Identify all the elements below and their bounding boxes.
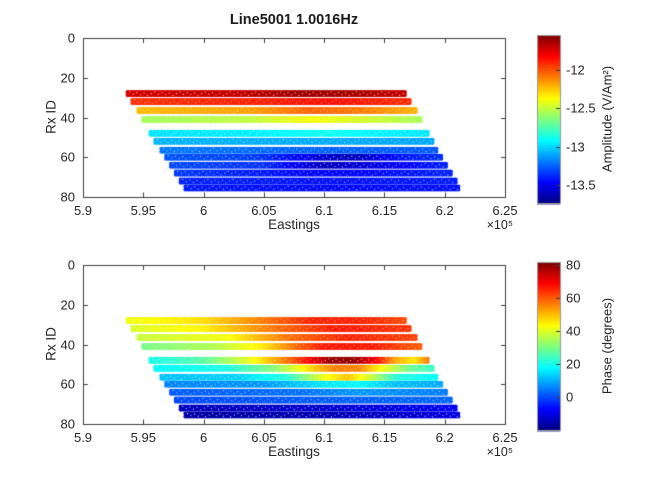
y-tick-label: 0 bbox=[67, 30, 75, 46]
y-tick-label: 60 bbox=[60, 149, 75, 165]
x-tick-label: 6 bbox=[199, 203, 208, 218]
y-tick-label: 0 bbox=[67, 257, 75, 273]
x-axis-label-bottom: Eastings bbox=[268, 444, 320, 459]
colorbar-label-amplitude: Amplitude (V/Am²) bbox=[599, 65, 615, 173]
y-tick-label: 40 bbox=[60, 110, 75, 125]
x-tick-label: 5.9 bbox=[73, 203, 93, 218]
y-axis-label-top: Rx ID bbox=[43, 100, 59, 134]
colorbar-tick-label: -13 bbox=[566, 139, 585, 155]
y-tick-label: 80 bbox=[60, 189, 75, 205]
x-tick-label: 6.05 bbox=[251, 203, 277, 218]
colorbar-tick-label: -12.5 bbox=[566, 100, 596, 116]
y-tick-label: 20 bbox=[60, 297, 75, 313]
y-axis-label-bottom: Rx ID bbox=[43, 327, 59, 361]
colorbar-label-phase: Phase (degrees) bbox=[599, 297, 615, 395]
y-tick-label: 60 bbox=[60, 376, 75, 392]
colorbar-tick-label: 80 bbox=[566, 257, 581, 273]
colorbar-tick-label: -13.5 bbox=[566, 177, 596, 193]
x-tick-label: 6.15 bbox=[371, 203, 398, 218]
x-tick-label: 5.95 bbox=[130, 430, 156, 445]
x-tick-label: 6.25 bbox=[492, 430, 518, 445]
y-tick-label: 80 bbox=[60, 416, 75, 432]
colorbar-tick-label: 40 bbox=[566, 323, 581, 339]
x-axis-exponent-top: ×10⁵ bbox=[486, 218, 513, 232]
colorbar-tick-label: 0 bbox=[566, 389, 574, 405]
colorbar-tick-label: 60 bbox=[566, 290, 581, 306]
x-axis-label-top: Eastings bbox=[268, 217, 320, 232]
x-tick-label: 6.2 bbox=[435, 430, 454, 445]
x-tick-label: 6 bbox=[199, 430, 208, 445]
x-tick-label: 6.05 bbox=[251, 430, 277, 445]
x-axis-exponent-bottom: ×10⁵ bbox=[486, 445, 513, 459]
x-tick-label: 5.95 bbox=[130, 203, 156, 218]
x-tick-label: 6.2 bbox=[435, 203, 454, 218]
y-tick-label: 40 bbox=[60, 337, 75, 352]
x-tick-label: 6.25 bbox=[492, 203, 518, 218]
colorbar-tick-label: -12 bbox=[566, 62, 585, 78]
chart-title: Line5001 1.0016Hz bbox=[229, 12, 359, 28]
colorbar-tick-label: 20 bbox=[566, 356, 581, 372]
x-tick-label: 6.1 bbox=[315, 430, 334, 445]
x-tick-label: 6.15 bbox=[371, 430, 398, 445]
x-tick-label: 6.1 bbox=[315, 203, 334, 218]
x-tick-label: 5.9 bbox=[73, 430, 93, 445]
y-tick-label: 20 bbox=[60, 70, 75, 86]
